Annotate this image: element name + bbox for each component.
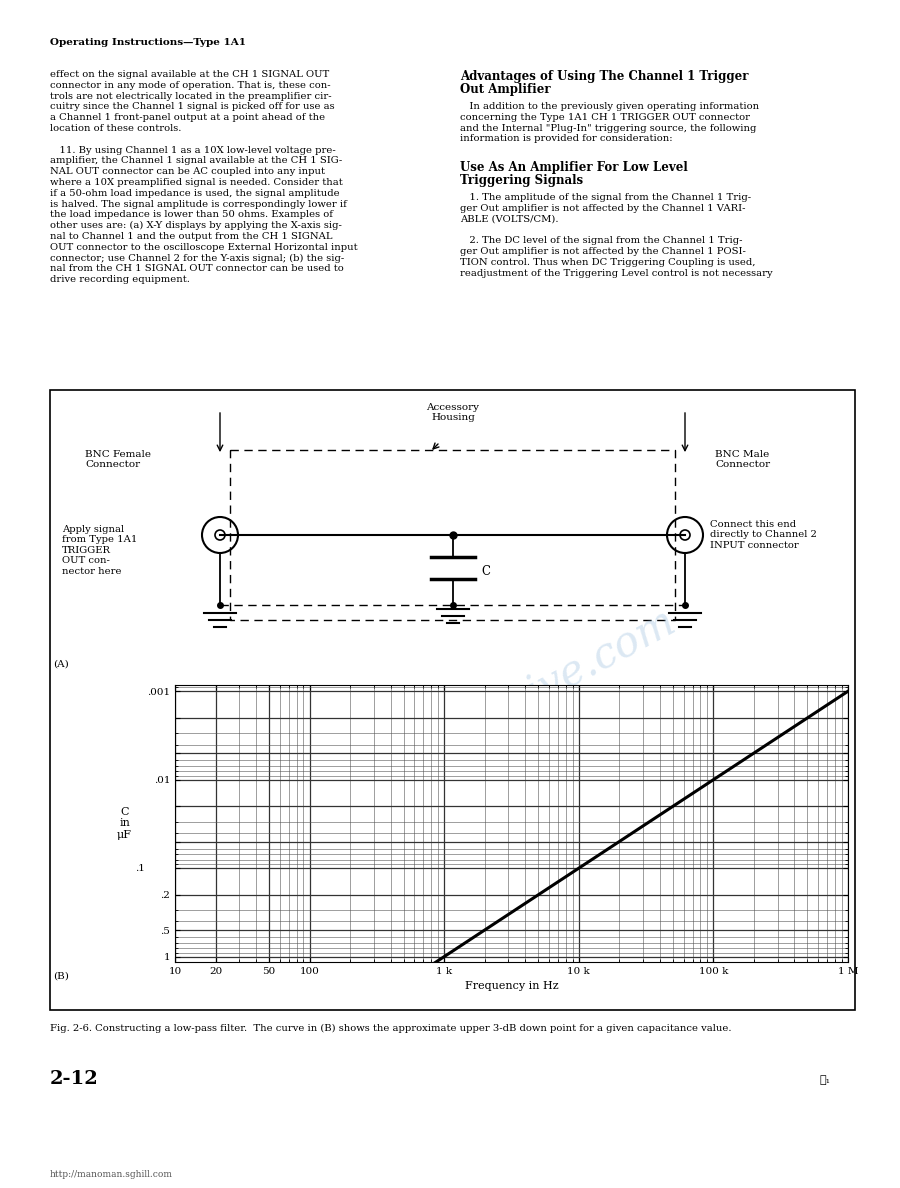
Text: BNC Female
Connector: BNC Female Connector	[85, 450, 151, 469]
Text: 11. By using Channel 1 as a 10X low-level voltage pre-: 11. By using Channel 1 as a 10X low-leve…	[50, 146, 336, 154]
Text: is halved. The signal amplitude is correspondingly lower if: is halved. The signal amplitude is corre…	[50, 200, 346, 209]
Text: and the Internal "Plug-In" triggering source, the following: and the Internal "Plug-In" triggering so…	[460, 124, 756, 133]
Text: other uses are: (a) X-Y displays by applying the X-axis sig-: other uses are: (a) X-Y displays by appl…	[50, 221, 342, 230]
Text: effect on the signal available at the CH 1 SIGNAL OUT: effect on the signal available at the CH…	[50, 70, 329, 78]
Text: Advantages of Using The Channel 1 Trigger: Advantages of Using The Channel 1 Trigge…	[460, 70, 749, 83]
Text: .1: .1	[135, 864, 145, 873]
Text: ⓘ₁: ⓘ₁	[820, 1075, 831, 1085]
Text: Fig. 2-6. Constructing a low-pass filter.  The curve in (B) shows the approximat: Fig. 2-6. Constructing a low-pass filter…	[50, 1024, 732, 1034]
Text: Out Amplifier: Out Amplifier	[460, 83, 551, 96]
Text: TION control. Thus when DC Triggering Coupling is used,: TION control. Thus when DC Triggering Co…	[460, 258, 755, 267]
Text: ger Out amplifier is not affected by the Channel 1 POSI-: ger Out amplifier is not affected by the…	[460, 247, 746, 257]
Text: if a 50-ohm load impedance is used, the signal amplitude: if a 50-ohm load impedance is used, the …	[50, 189, 339, 197]
Text: 2-12: 2-12	[50, 1070, 99, 1088]
Text: where a 10X preamplified signal is needed. Consider that: where a 10X preamplified signal is neede…	[50, 178, 343, 187]
Text: cuitry since the Channel 1 signal is picked off for use as: cuitry since the Channel 1 signal is pic…	[50, 102, 335, 112]
Text: C
in
μF: C in μF	[117, 807, 132, 840]
Text: connector in any mode of operation. That is, these con-: connector in any mode of operation. That…	[50, 81, 330, 90]
Text: NAL OUT connector can be AC coupled into any input: NAL OUT connector can be AC coupled into…	[50, 168, 325, 176]
Text: C: C	[481, 565, 490, 579]
Text: trols are not electrically located in the preamplifier cir-: trols are not electrically located in th…	[50, 91, 331, 101]
Text: ger Out amplifier is not affected by the Channel 1 VARI-: ger Out amplifier is not affected by the…	[460, 204, 745, 213]
Text: In addition to the previously given operating information: In addition to the previously given oper…	[460, 102, 759, 110]
Text: the load impedance is lower than 50 ohms. Examples of: the load impedance is lower than 50 ohms…	[50, 210, 333, 220]
X-axis label: Frequency in Hz: Frequency in Hz	[464, 981, 558, 992]
Text: (B): (B)	[53, 972, 69, 981]
Text: Accessory
Housing: Accessory Housing	[427, 403, 480, 423]
Text: Apply signal
from Type 1A1
TRIGGER
OUT con-
nector here: Apply signal from Type 1A1 TRIGGER OUT c…	[62, 525, 138, 576]
Text: concerning the Type 1A1 CH 1 TRIGGER OUT connector: concerning the Type 1A1 CH 1 TRIGGER OUT…	[460, 113, 750, 122]
Text: readjustment of the Triggering Level control is not necessary: readjustment of the Triggering Level con…	[460, 268, 772, 278]
Text: information is provided for consideration:: information is provided for consideratio…	[460, 134, 672, 144]
Text: BNC Male
Connector: BNC Male Connector	[715, 450, 770, 469]
Text: connector; use Channel 2 for the Y-axis signal; (b) the sig-: connector; use Channel 2 for the Y-axis …	[50, 253, 344, 263]
Text: manualsarchive.com: manualsarchive.com	[278, 600, 682, 841]
Text: Use As An Amplifier For Low Level: Use As An Amplifier For Low Level	[460, 162, 688, 175]
Text: Connect this end
directly to Channel 2
INPUT connector: Connect this end directly to Channel 2 I…	[710, 520, 817, 550]
Text: Operating Instructions—Type 1A1: Operating Instructions—Type 1A1	[50, 38, 246, 48]
Text: (A): (A)	[53, 661, 68, 669]
Text: Triggering Signals: Triggering Signals	[460, 175, 583, 188]
Text: 1. The amplitude of the signal from the Channel 1 Trig-: 1. The amplitude of the signal from the …	[460, 194, 752, 202]
Text: 2. The DC level of the signal from the Channel 1 Trig-: 2. The DC level of the signal from the C…	[460, 236, 742, 246]
Text: OUT connector to the oscilloscope External Horizontal input: OUT connector to the oscilloscope Extern…	[50, 242, 357, 252]
Text: a Channel 1 front-panel output at a point ahead of the: a Channel 1 front-panel output at a poin…	[50, 113, 325, 122]
Bar	[50, 390, 855, 1010]
Text: nal from the CH 1 SIGNAL OUT connector can be used to: nal from the CH 1 SIGNAL OUT connector c…	[50, 265, 344, 273]
Text: http://manoman.sghill.com: http://manoman.sghill.com	[50, 1170, 173, 1178]
Text: location of these controls.: location of these controls.	[50, 124, 182, 133]
Text: ABLE (VOLTS/CM).: ABLE (VOLTS/CM).	[460, 215, 559, 223]
Text: amplifier, the Channel 1 signal available at the CH 1 SIG-: amplifier, the Channel 1 signal availabl…	[50, 157, 342, 165]
Bar	[230, 450, 675, 620]
Text: drive recording equipment.: drive recording equipment.	[50, 276, 190, 284]
Text: nal to Channel 1 and the output from the CH 1 SIGNAL: nal to Channel 1 and the output from the…	[50, 232, 332, 241]
